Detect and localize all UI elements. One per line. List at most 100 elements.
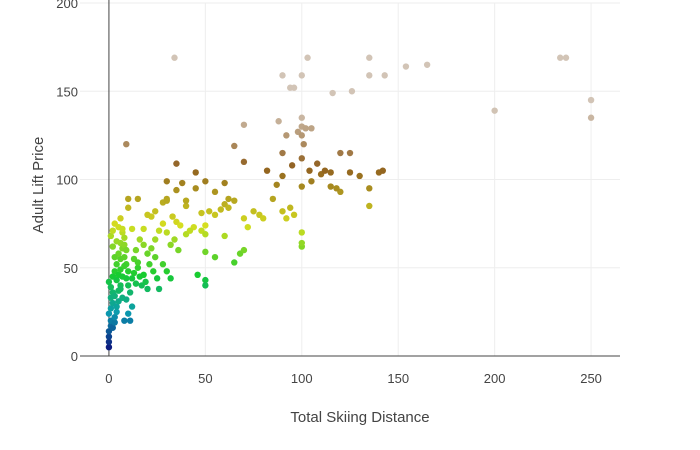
data-point	[109, 243, 116, 250]
data-point	[202, 276, 209, 284]
data-point	[186, 227, 194, 234]
data-point	[150, 268, 157, 275]
x-tick-label: 250	[580, 371, 602, 386]
data-point	[121, 262, 128, 270]
data-point	[423, 61, 431, 68]
data-point	[113, 308, 120, 316]
data-point	[182, 197, 190, 204]
data-point	[279, 72, 286, 79]
data-point	[107, 283, 115, 291]
data-point	[587, 114, 595, 121]
data-point	[146, 261, 153, 268]
data-point	[240, 158, 248, 166]
data-point	[105, 278, 113, 286]
data-point	[298, 239, 305, 247]
data-point	[304, 54, 311, 61]
data-point	[109, 227, 116, 234]
data-point	[202, 231, 209, 238]
data-point	[125, 195, 132, 203]
data-point	[250, 208, 257, 215]
data-point	[381, 72, 388, 79]
data-point	[113, 303, 120, 310]
data-point	[491, 107, 498, 114]
data-point	[402, 63, 410, 70]
data-point	[105, 333, 113, 340]
data-point	[275, 118, 282, 125]
data-point	[144, 250, 151, 257]
data-point	[128, 303, 136, 310]
data-point	[111, 313, 118, 321]
data-point	[130, 269, 138, 277]
y-tick-labels: 0 50 100 150 200	[56, 0, 78, 364]
data-point	[159, 261, 167, 268]
data-point	[126, 317, 134, 324]
data-points	[105, 54, 595, 351]
data-point	[217, 206, 224, 213]
data-point	[111, 220, 118, 227]
data-point	[179, 179, 186, 187]
data-point	[182, 202, 190, 210]
data-point	[279, 208, 286, 215]
data-point	[113, 276, 120, 284]
data-point	[152, 208, 159, 215]
data-point	[169, 213, 176, 220]
data-point	[206, 208, 213, 215]
data-point	[202, 222, 209, 229]
data-point	[244, 223, 251, 231]
axes	[80, 0, 620, 357]
data-point	[167, 241, 174, 249]
data-point	[194, 271, 201, 279]
data-point	[142, 278, 149, 286]
x-tick-label: 0	[105, 371, 112, 386]
y-axis-title: Adult Lift Price	[30, 137, 47, 234]
data-point	[211, 211, 219, 218]
data-point	[111, 319, 118, 326]
data-point	[163, 178, 170, 185]
data-point	[123, 246, 130, 254]
data-point	[113, 261, 120, 268]
data-point	[121, 317, 128, 324]
data-point	[152, 253, 159, 261]
data-point	[105, 310, 113, 317]
x-tick-label: 100	[291, 371, 313, 386]
data-point	[177, 222, 184, 229]
data-point	[111, 292, 118, 300]
data-point	[298, 229, 305, 236]
data-point	[260, 215, 267, 222]
data-point	[148, 245, 155, 252]
x-tick-label: 200	[484, 371, 506, 386]
data-point	[105, 338, 113, 346]
data-point	[240, 246, 248, 254]
data-point	[163, 229, 170, 236]
data-point	[283, 132, 290, 139]
data-point	[155, 227, 163, 234]
data-point	[163, 197, 170, 204]
data-point	[298, 155, 305, 162]
data-point	[283, 215, 290, 222]
data-point	[134, 264, 142, 271]
data-point	[144, 285, 151, 293]
data-point	[356, 172, 363, 180]
data-point	[346, 149, 354, 157]
y-tick-label: 150	[56, 84, 78, 99]
data-point	[155, 285, 163, 293]
data-point	[171, 54, 178, 61]
data-point	[119, 273, 126, 280]
data-point	[121, 241, 128, 249]
data-point	[279, 149, 286, 157]
y-tick-label: 50	[64, 261, 78, 276]
data-point	[123, 141, 130, 148]
data-point	[111, 253, 118, 261]
data-point	[231, 142, 238, 150]
data-point	[225, 195, 232, 203]
data-point	[587, 96, 595, 104]
data-point	[192, 169, 199, 176]
data-point	[126, 289, 134, 296]
data-point	[128, 275, 136, 282]
data-point	[132, 246, 140, 254]
data-point	[173, 186, 180, 194]
data-point	[163, 268, 170, 275]
data-point	[109, 324, 116, 331]
data-point	[125, 268, 132, 275]
